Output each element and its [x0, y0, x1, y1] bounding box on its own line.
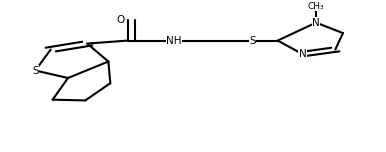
Text: O: O: [117, 15, 125, 25]
Text: S: S: [32, 66, 39, 76]
Text: CH₃: CH₃: [308, 2, 324, 11]
Text: N: N: [299, 49, 306, 59]
Text: N: N: [312, 18, 320, 28]
Text: NH: NH: [166, 36, 181, 46]
Text: S: S: [249, 36, 256, 46]
